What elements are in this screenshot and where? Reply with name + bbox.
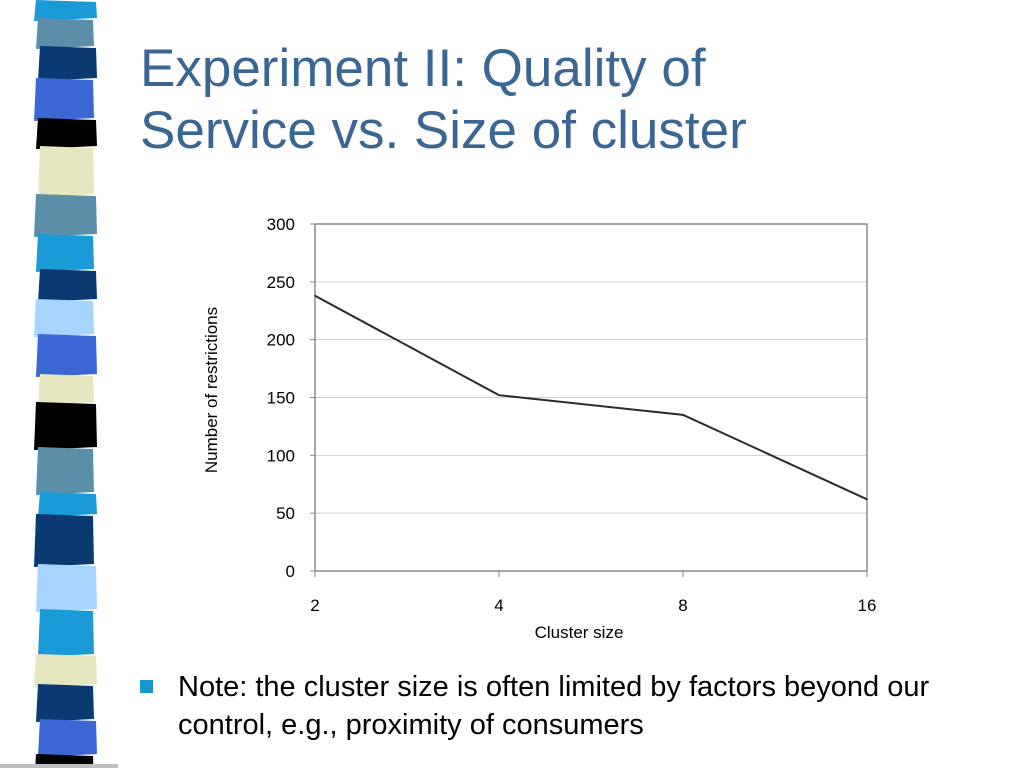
stripe-segment [36,334,97,377]
decorative-stripe-band [0,0,118,768]
x-tick-label: 4 [494,596,503,615]
stripe-segment [34,654,97,687]
bullet-note: Note: the cluster size is often limited … [140,668,1000,744]
series-point [314,294,316,297]
stripe-segment [38,719,97,757]
chart-series [314,294,868,501]
series-point [866,498,868,501]
y-tick-label: 250 [267,273,295,292]
stripe-segment [38,374,94,405]
x-tick-label: 8 [678,596,687,615]
stripe-segment [34,402,97,450]
y-axis-label: Number of restrictions [202,307,221,473]
x-tick-label: 2 [310,596,319,615]
square-bullet-icon [140,680,153,693]
stripe-segment [36,564,97,612]
stripe-segment [34,78,94,121]
stripe-band-bottom-line [0,764,118,768]
y-tick-label: 150 [267,389,295,408]
stripe-segment [36,447,94,495]
stripe-segment [38,492,97,517]
stripe-segment [36,18,94,49]
y-axis-tick-labels: 0 50 100 150 200 250 300 [267,215,315,581]
stripe-segment [36,234,94,272]
slide-title: Experiment II: Quality of Service vs. Si… [140,38,1000,162]
chart-gridlines [315,281,867,514]
stripe-segment [34,194,97,237]
stripe-segment [38,146,94,197]
series-point [682,414,684,416]
y-tick-label: 0 [286,562,295,581]
stripe-segment [34,514,94,567]
slide-title-line-2: Service vs. Size of cluster [140,101,747,160]
x-tick-label: 16 [858,596,877,615]
stripe-segment [36,118,97,149]
y-tick-label: 300 [267,215,295,234]
stripe-segment [36,684,94,722]
y-tick-label: 100 [267,446,295,465]
x-axis-tick-labels: 2 4 8 16 [310,571,876,615]
y-tick-label: 50 [276,504,295,523]
stripe-segment [38,269,97,302]
stripe-segment [38,609,94,657]
series-point [498,394,500,396]
slide-title-line-1: Experiment II: Quality of [140,39,706,98]
series-line [314,294,868,501]
stripe-segment [34,299,94,337]
y-tick-label: 200 [267,331,295,350]
stripe-segment [38,46,97,81]
note-text: Note: the cluster size is often limited … [178,671,930,741]
x-axis-label: Cluster size [535,623,624,642]
stripe-segment [34,0,97,21]
